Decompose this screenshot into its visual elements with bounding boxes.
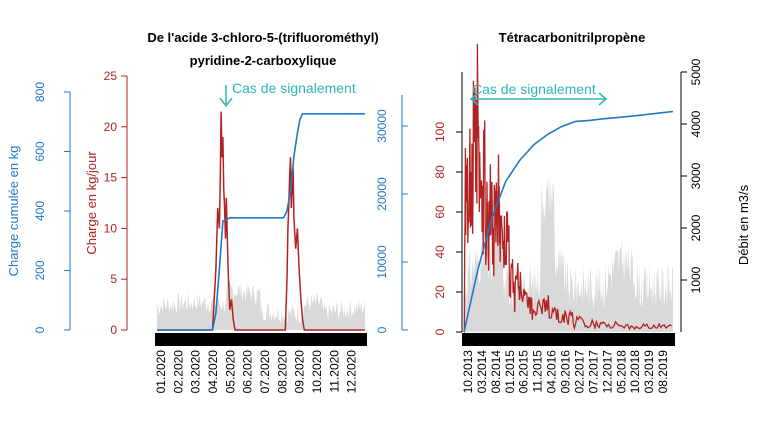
right-annotation-arrowhead-left bbox=[469, 92, 479, 106]
right-x-tick-label: 02.2017 bbox=[572, 350, 586, 394]
right-x-tick-label: 09.2016 bbox=[559, 350, 573, 394]
left-load-tick-label: 0 bbox=[110, 323, 117, 337]
right-discharge-tick-label: 3000 bbox=[689, 162, 703, 189]
right-load-tick-label: 20 bbox=[433, 285, 447, 299]
right-x-tick-label: 07.2017 bbox=[586, 350, 600, 394]
right-load-tick-label: 80 bbox=[433, 165, 447, 179]
right-load-ticks: 0 20 40 60 80 100 bbox=[433, 122, 462, 335]
left-x-tick-label: 05.2020 bbox=[223, 350, 237, 394]
right-title: Tétracarbonitrilpropène bbox=[499, 30, 646, 45]
right-discharge-tick-label: 2000 bbox=[689, 214, 703, 241]
right-x-tick-label: 12.2017 bbox=[600, 350, 614, 394]
left-load-tick-label: 20 bbox=[104, 120, 118, 134]
left-load-axis-label: Charge en kg/jour bbox=[84, 151, 99, 255]
left-x-tick-label: 10.2020 bbox=[310, 350, 324, 394]
left-x-tick-label: 06.2020 bbox=[241, 350, 255, 394]
left-cumulative-tick-label: 800 bbox=[33, 82, 47, 102]
right-discharge-tick-label: 1000 bbox=[689, 266, 703, 293]
left-load-line bbox=[157, 111, 365, 331]
right-annotation-arrowhead-right bbox=[598, 92, 608, 106]
left-cumulative-tick-label: 0 bbox=[33, 326, 47, 333]
left-load-tick-label: 10 bbox=[104, 221, 118, 235]
right-annotation-label: Cas de signalement bbox=[472, 81, 596, 97]
left-discharge-tick-label: 0 bbox=[375, 326, 389, 333]
left-discharge-tick-label: 20000 bbox=[375, 177, 389, 211]
left-cumulative-ticks: 0 200 400 600 800 bbox=[33, 82, 70, 333]
left-cumulative-tick-label: 400 bbox=[33, 201, 47, 221]
left-cumulative-tick-label: 600 bbox=[33, 141, 47, 161]
left-discharge-ticks: 0 10000 20000 30000 bbox=[375, 109, 408, 333]
left-load-tick-label: 25 bbox=[104, 69, 118, 83]
left-x-tick-label: 08.2020 bbox=[275, 350, 289, 394]
left-cumulative-axis-label: Charge cumulée en kg bbox=[6, 146, 21, 277]
right-discharge-ticks: 1000 2000 3000 4000 5000 bbox=[681, 58, 703, 293]
right-x-ticks: 10.2013 03.2014 08.2014 01.2015 06.2015 11.20… bbox=[461, 350, 670, 394]
left-x-tick-label: 12.2020 bbox=[345, 350, 359, 394]
right-load-tick-label: 40 bbox=[433, 245, 447, 259]
right-x-tick-label: 08.2019 bbox=[656, 350, 670, 394]
left-cumulative-tick-label: 200 bbox=[33, 260, 47, 280]
right-x-tick-label: 03.2014 bbox=[475, 350, 489, 394]
left-x-tick-label: 02.2020 bbox=[171, 350, 185, 394]
right-discharge-axis-label: Débit en m3/s bbox=[736, 184, 751, 265]
right-x-tick-label: 04.2016 bbox=[545, 350, 559, 394]
right-discharge-tick-label: 4000 bbox=[689, 110, 703, 137]
right-x-tick-label: 06.2015 bbox=[517, 350, 531, 394]
left-load-ticks: 0 5 10 15 20 25 bbox=[104, 69, 127, 337]
right-x-tick-label: 05.2018 bbox=[614, 350, 628, 394]
left-discharge-tick-label: 30000 bbox=[375, 109, 389, 143]
left-load-tick-label: 15 bbox=[104, 171, 118, 185]
right-x-tick-label: 03.2019 bbox=[642, 350, 656, 394]
left-x-tick-label: 07.2020 bbox=[258, 350, 272, 394]
left-annotation-arrowhead bbox=[219, 97, 233, 108]
right-load-tick-label: 60 bbox=[433, 205, 447, 219]
left-x-tick-label: 09.2020 bbox=[293, 350, 307, 394]
right-load-tick-label: 100 bbox=[433, 122, 447, 142]
left-date-band bbox=[155, 333, 367, 346]
left-title-line-1: De l'acide 3-chloro-5-(trifluorométhyl) bbox=[147, 30, 378, 45]
left-x-tick-label: 01.2020 bbox=[154, 350, 168, 394]
left-cumulative-line bbox=[157, 113, 365, 331]
left-x-tick-label: 11.2020 bbox=[327, 350, 341, 393]
right-discharge-area bbox=[464, 175, 673, 332]
left-title-line-2: pyridine-2-carboxylique bbox=[190, 53, 337, 68]
left-load-tick-label: 5 bbox=[110, 272, 117, 286]
right-panel: Tétracarbonitrilpropène Cas de signaleme… bbox=[433, 30, 751, 393]
left-discharge-area bbox=[157, 279, 365, 330]
right-x-tick-label: 11.2015 bbox=[531, 350, 545, 393]
left-annotation-label: Cas de signalement bbox=[232, 80, 356, 96]
right-x-tick-label: 01.2015 bbox=[503, 350, 517, 394]
right-cumulative-line bbox=[463, 110, 674, 333]
right-x-tick-label: 10.2013 bbox=[461, 350, 475, 394]
right-load-tick-label: 0 bbox=[433, 328, 447, 335]
left-x-ticks: 01.2020 02.2020 03.2020 04.2020 05.2020 06.20… bbox=[154, 350, 359, 394]
left-x-tick-label: 03.2020 bbox=[189, 350, 203, 394]
right-discharge-tick-label: 5000 bbox=[689, 58, 703, 85]
left-discharge-tick-label: 10000 bbox=[375, 245, 389, 279]
right-x-tick-label: 10.2018 bbox=[628, 350, 642, 394]
right-x-tick-label: 08.2014 bbox=[489, 350, 503, 394]
left-panel: De l'acide 3-chloro-5-(trifluorométhyl) … bbox=[6, 30, 408, 393]
left-x-tick-label: 04.2020 bbox=[206, 350, 220, 394]
right-load-line bbox=[463, 44, 673, 333]
right-date-band bbox=[462, 333, 675, 346]
